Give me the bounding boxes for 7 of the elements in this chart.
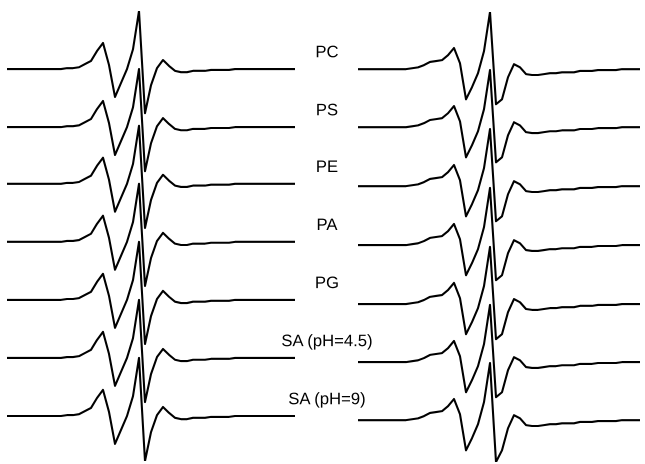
series-label: SA (pH=4.5) xyxy=(282,334,372,350)
series-label: PG xyxy=(316,276,338,288)
series-label: PS xyxy=(317,104,338,116)
series-label: PA xyxy=(318,218,338,230)
series-label: PE xyxy=(317,160,338,172)
series-label: SA (pH=9) xyxy=(289,392,365,408)
series-label: PC xyxy=(316,46,338,58)
